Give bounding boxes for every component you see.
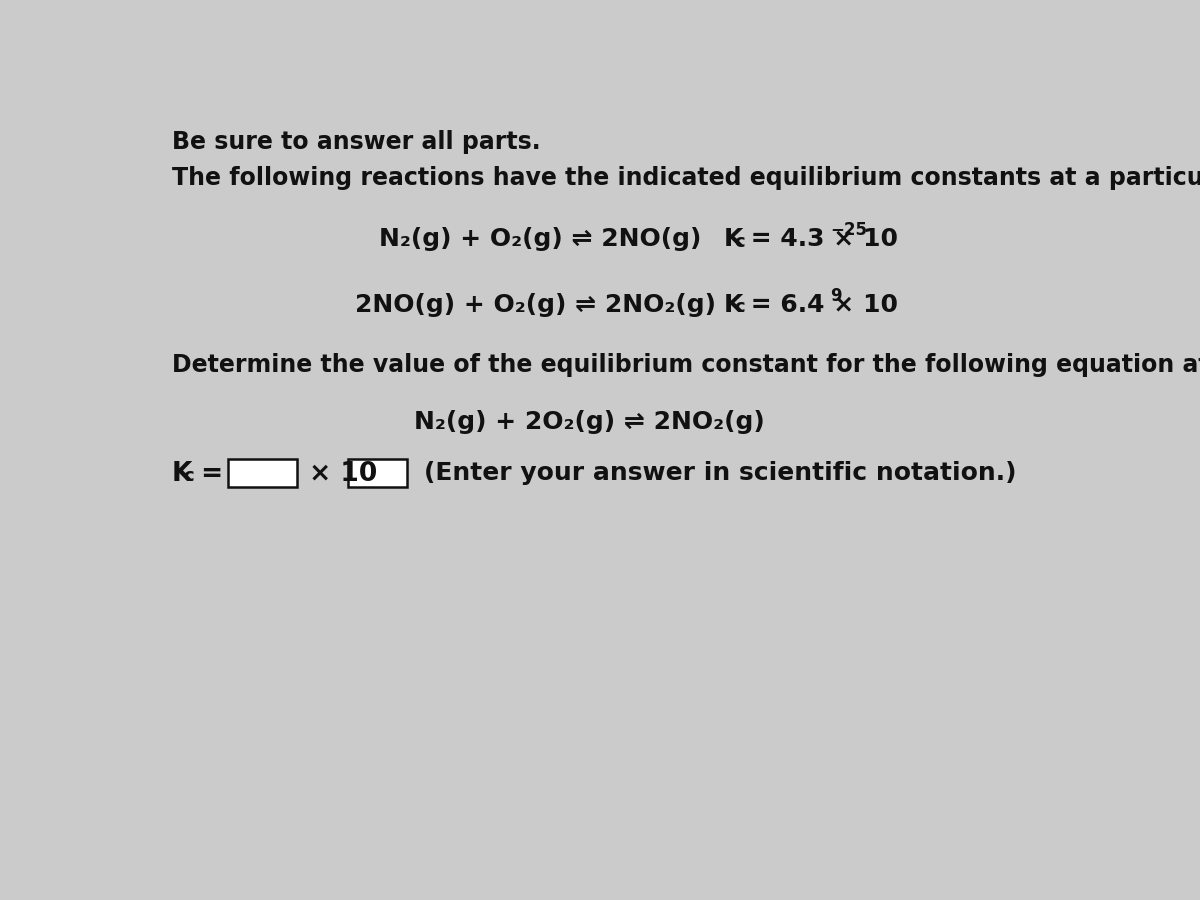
Text: c: c xyxy=(734,298,745,316)
Bar xyxy=(348,459,407,487)
Text: = 6.4 × 10: = 6.4 × 10 xyxy=(742,292,898,317)
Text: K: K xyxy=(724,228,743,251)
Text: 2NO(g) + O₂(g) ⇌ 2NO₂(g): 2NO(g) + O₂(g) ⇌ 2NO₂(g) xyxy=(355,292,716,317)
Text: The following reactions have the indicated equilibrium constants at a particular: The following reactions have the indicat… xyxy=(172,166,1200,190)
Text: c: c xyxy=(184,467,194,485)
Text: × 10: × 10 xyxy=(300,461,378,487)
Text: −25: −25 xyxy=(830,221,868,239)
Text: c: c xyxy=(734,233,745,251)
Text: Be sure to answer all parts.: Be sure to answer all parts. xyxy=(172,130,540,154)
Bar xyxy=(228,459,298,487)
Text: =: = xyxy=(192,461,223,487)
Text: (Enter your answer in scientific notation.): (Enter your answer in scientific notatio… xyxy=(424,461,1016,485)
Text: Determine the value of the equilibrium constant for the following equation at th: Determine the value of the equilibrium c… xyxy=(172,353,1200,377)
Text: N₂(g) + O₂(g) ⇌ 2NO(g): N₂(g) + O₂(g) ⇌ 2NO(g) xyxy=(379,228,701,251)
Text: N₂(g) + 2O₂(g) ⇌ 2NO₂(g): N₂(g) + 2O₂(g) ⇌ 2NO₂(g) xyxy=(414,410,764,434)
Text: 9: 9 xyxy=(830,286,842,304)
Text: = 4.3 × 10: = 4.3 × 10 xyxy=(742,228,898,251)
Text: K: K xyxy=(172,461,192,487)
Text: K: K xyxy=(724,292,743,317)
